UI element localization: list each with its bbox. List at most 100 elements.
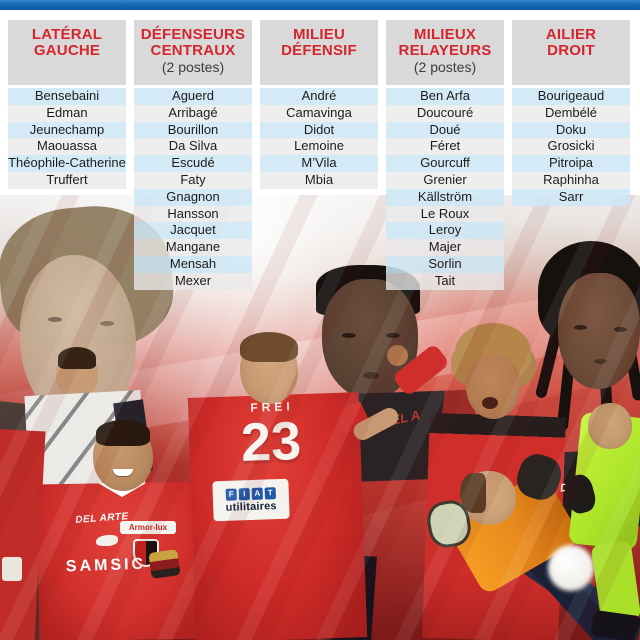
column-title-line1: LATÉRAL bbox=[31, 26, 103, 43]
column-subtitle: (2 postes) bbox=[413, 59, 477, 75]
player-row: Didot bbox=[260, 121, 378, 139]
player-photo-center-torso bbox=[276, 389, 478, 485]
player-row: Ben Arfa bbox=[386, 88, 504, 105]
column-title-line1: DÉFENSEURS bbox=[140, 26, 246, 43]
smiling-player-head bbox=[93, 420, 153, 491]
player-row: Escudé bbox=[134, 155, 252, 172]
player-row: Dembélé bbox=[512, 104, 630, 122]
player-row: Sarr bbox=[512, 188, 630, 206]
fiat-logo: F I A T bbox=[225, 486, 276, 501]
left-edge-patch bbox=[2, 557, 22, 581]
column-title: MILIEUX RELAYEURS bbox=[386, 27, 504, 59]
player-row: Arribagé bbox=[134, 104, 252, 122]
player-photo-collage: DEL A DEL ARTE Armor-lux SAMSIC FREI 23 … bbox=[0, 195, 640, 640]
column-title-line2: CENTRAUX bbox=[150, 42, 236, 59]
captain-armband bbox=[148, 549, 181, 579]
column-subtitle: (2 postes) bbox=[161, 59, 225, 75]
player-row: Raphinha bbox=[512, 171, 630, 189]
frei-player-arm bbox=[350, 404, 402, 444]
player-row: Grenier bbox=[386, 171, 504, 189]
column-header: LATÉRAL GAUCHE bbox=[8, 20, 126, 85]
frei-player-torso bbox=[187, 392, 368, 640]
player-photo-blond-body bbox=[0, 399, 137, 640]
player-list: Ben Arfa Doucouré Doué Féret Gourcuff Grenier… bbox=[386, 88, 504, 290]
fiat-letter: A bbox=[251, 487, 263, 500]
player-row: Doué bbox=[386, 121, 504, 139]
football-boot bbox=[193, 589, 267, 640]
dreadlock-strand bbox=[556, 326, 579, 432]
jersey-number-hint bbox=[88, 590, 130, 640]
player-row: Tait bbox=[386, 272, 504, 290]
player-row: Doucouré bbox=[386, 104, 504, 122]
column-lateral-gauche: LATÉRAL GAUCHE Bensebaini Edman Jeunechamp… bbox=[8, 20, 126, 290]
orange-goalkeeper-leg bbox=[521, 543, 635, 640]
dark-shorts bbox=[323, 553, 377, 640]
player-row: Bourillon bbox=[134, 121, 252, 139]
player-row: Gnagnon bbox=[134, 188, 252, 206]
column-title-line2: GAUCHE bbox=[33, 42, 101, 59]
player-list: Bourigeaud Dembélé Doku Grosicki Pitroipa Rap… bbox=[512, 88, 630, 206]
column-title: AILIER DROIT bbox=[512, 27, 630, 59]
green-goalkeeper-head bbox=[588, 403, 632, 449]
column-header: DÉFENSEURS CENTRAUX (2 postes) bbox=[134, 20, 252, 85]
top-blue-bar bbox=[0, 0, 640, 10]
frei-player-sleeve bbox=[334, 400, 370, 434]
player-row: Mexer bbox=[134, 272, 252, 290]
sponsor-samsic: SAMSIC bbox=[65, 555, 147, 576]
column-title-line2: RELAYEURS bbox=[398, 42, 492, 59]
celebrating-player-hand bbox=[387, 345, 408, 366]
fiat-letter: F bbox=[225, 487, 237, 501]
orange-goalkeeper-glove bbox=[424, 497, 474, 551]
player-photo-dreadlocks-body bbox=[534, 448, 640, 532]
frei-player-head bbox=[240, 332, 298, 404]
orange-goalkeeper-glove bbox=[512, 449, 566, 505]
rennes-crest bbox=[133, 539, 159, 567]
player-row: Doku bbox=[512, 121, 630, 139]
watermark-s: S bbox=[593, 534, 630, 590]
player-row: Majer bbox=[386, 239, 504, 256]
column-title-line2: DÉFENSIF bbox=[281, 42, 357, 59]
column-header: MILIEU DÉFENSIF bbox=[260, 20, 378, 85]
fiat-letter: I bbox=[238, 487, 250, 500]
player-row: Bourigeaud bbox=[512, 88, 630, 105]
column-title-line1: AILIER bbox=[545, 26, 597, 43]
light-ribbon bbox=[0, 267, 640, 461]
green-goalkeeper-boot bbox=[590, 609, 640, 640]
player-row: Jeunechamp bbox=[8, 121, 126, 139]
green-goalkeeper-leg bbox=[590, 540, 640, 624]
player-list: Bensebaini Edman Jeunechamp Maouassa Théophi… bbox=[8, 88, 126, 189]
player-list: Aguerd Arribagé Bourillon Da Silva Escudé Fat… bbox=[134, 88, 252, 290]
smiling-player-collar bbox=[98, 483, 146, 497]
away-kit-player-sleeve bbox=[113, 399, 153, 475]
column-title: MILIEU DÉFENSIF bbox=[260, 27, 378, 59]
column-title-line1: MILIEU bbox=[292, 26, 346, 43]
player-photo-dreadlocks-face bbox=[558, 273, 640, 389]
orange-goalkeeper-head bbox=[460, 471, 516, 525]
dreadlock-strand bbox=[597, 332, 614, 430]
player-row: Mangane bbox=[134, 239, 252, 256]
watermark-del-red: DEL A bbox=[380, 407, 422, 430]
column-title: DÉFENSEURS CENTRAUX bbox=[134, 27, 252, 59]
player-row: M’Vila bbox=[260, 155, 378, 172]
jersey-name-frei: FREI bbox=[250, 399, 294, 415]
celebrating-player-torso bbox=[422, 412, 566, 640]
football bbox=[548, 545, 594, 591]
away-kit-player-head bbox=[56, 347, 98, 399]
player-row: Jacquet bbox=[134, 222, 252, 240]
player-row: Da Silva bbox=[134, 138, 252, 156]
column-title-line2: DROIT bbox=[547, 42, 595, 59]
dreadlock-strand bbox=[534, 312, 567, 400]
left-edge-arm bbox=[0, 428, 46, 640]
player-row: Mensah bbox=[134, 255, 252, 273]
watermark-del-white: DEL A bbox=[559, 479, 598, 495]
column-header: MILIEUX RELAYEURS (2 postes) bbox=[386, 20, 504, 85]
player-row: Féret bbox=[386, 138, 504, 156]
player-row: Sorlin bbox=[386, 255, 504, 273]
player-row: Hansson bbox=[134, 205, 252, 223]
celebrating-player-face bbox=[466, 355, 520, 419]
player-row: Théophile-Catherine bbox=[8, 155, 126, 172]
player-row: Pitroipa bbox=[512, 155, 630, 172]
player-list: André Camavinga Didot Lemoine M’Vila Mbia bbox=[260, 88, 378, 189]
puma-logo bbox=[96, 535, 118, 546]
